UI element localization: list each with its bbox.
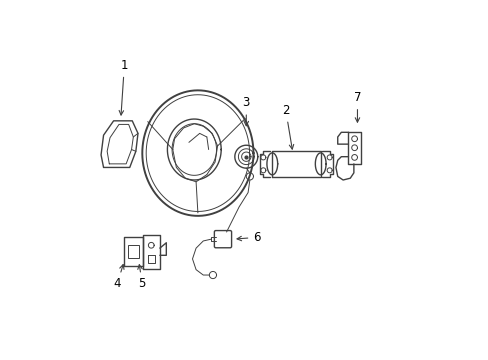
Text: 2: 2 [282, 104, 293, 149]
Text: 5: 5 [138, 265, 146, 291]
Text: 3: 3 [242, 96, 249, 126]
Text: 6: 6 [237, 231, 260, 244]
Text: 4: 4 [113, 265, 124, 291]
Text: 7: 7 [353, 91, 361, 122]
Text: 1: 1 [119, 59, 128, 115]
